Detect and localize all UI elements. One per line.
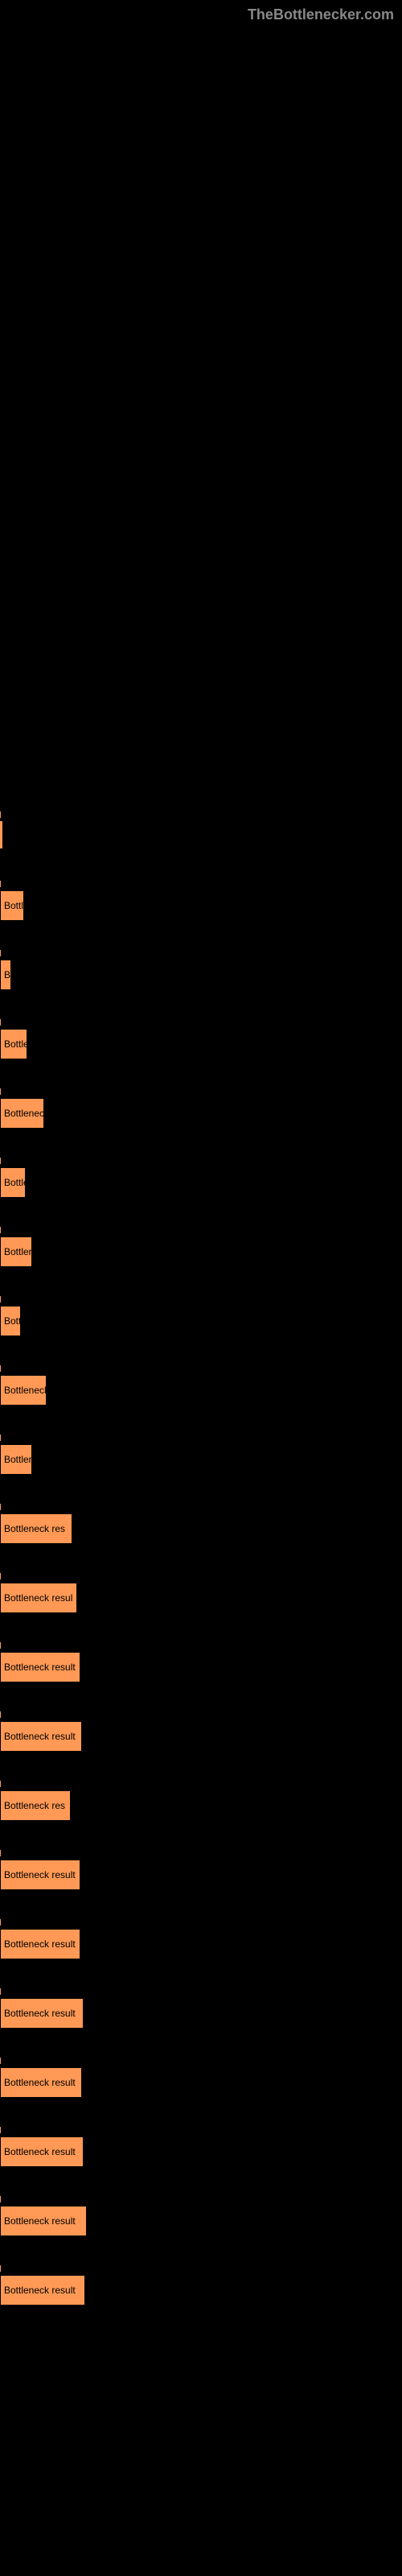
bar-row: Bottleneck result [0,1929,402,1959]
bar-row: Bottleneck res [0,1790,402,1821]
tick-mark [0,2196,1,2202]
chart-bar: Bottlen [0,1029,27,1059]
chart-bar [0,821,2,848]
bar-label: Bottle [4,900,24,911]
bar-label: Bottleneck resul [4,1592,72,1604]
bar-row: Bottlene [0,1444,402,1475]
bar-row: Bottleneck result [0,2067,402,2098]
bar-row: Bottle [0,890,402,921]
tick-mark [0,1988,1,1995]
bar-row: Bottleneck res [0,1513,402,1544]
chart-bar: Bottleneck result [0,1721,82,1752]
bar-label: Bottlene [4,1246,32,1257]
tick-mark [0,1711,1,1718]
bar-label: B [4,969,10,980]
bar-row: Bottl [0,1306,402,1336]
chart-bar: Bottlene [0,1236,32,1267]
bar-label: Bottleneck result [4,1869,76,1880]
tick-mark [0,1850,1,1856]
bar-label: Bottleneck result [4,1731,76,1742]
chart-bar: Bottleneck result [0,2206,87,2236]
bar-row: Bottleneck result [0,2206,402,2236]
tick-mark [0,1019,1,1026]
bar-row: Bottleneck result [0,1998,402,2029]
tick-mark [0,1781,1,1787]
tick-mark [0,2127,1,2133]
bar-label: Bottlen [4,1177,26,1188]
tick-mark [0,1296,1,1302]
bar-label: Bottl [4,1315,21,1327]
bar-row: Bottlen [0,1029,402,1059]
bar-label: Bottleneck result [4,2146,76,2157]
chart-bar: Bottlene [0,1444,32,1475]
tick-mark [0,811,1,818]
tick-mark [0,950,1,956]
bar-label: Bottleneck result [4,2285,76,2296]
bar-row: Bottleneck result [0,1860,402,1890]
tick-mark [0,1365,1,1372]
chart-bar: Bottleneck res [0,1790,71,1821]
chart-bar: Bottleneck result [0,2275,85,2306]
bar-row: Bottleneck resul [0,1583,402,1613]
tick-mark [0,1504,1,1510]
tick-mark [0,1642,1,1649]
chart-bar: Bottleneck result [0,2067,82,2098]
chart-bar: Bottleneck result [0,1860,80,1890]
tick-mark [0,1227,1,1233]
bar-label: Bottleneck result [4,2215,76,2227]
tick-mark [0,1435,1,1441]
chart-bar: Bottleneck result [0,1998,84,2029]
tick-mark [0,1088,1,1095]
tick-mark [0,881,1,887]
chart-bar: Bottlen [0,1167,26,1198]
tick-mark [0,1573,1,1579]
tick-mark [0,1919,1,1926]
tick-mark [0,1158,1,1164]
bar-row: Bottleneck [0,1098,402,1129]
chart-bar: Bottl [0,1306,21,1336]
bar-label: Bottlen [4,1038,27,1050]
chart-bar: Bottleneck result [0,1929,80,1959]
bar-row: Bottleneck result [0,1721,402,1752]
bar-label: Bottleneck result [4,2077,76,2088]
chart-bar: Bottleneck res [0,1513,72,1544]
bar-label: Bottleneck result [4,2008,76,2019]
chart-bar: Bottle [0,890,24,921]
chart-bar: Bottleneck [0,1098,44,1129]
chart-bar: Bottleneck result [0,1652,80,1682]
bar-label: Bottleneck result [4,1662,76,1673]
chart-bar: B [0,960,11,990]
bar-label: Bottlene [4,1454,32,1465]
bar-label: Bottleneck result [4,1938,76,1950]
bar-label: Bottleneck res [4,1800,65,1811]
chart-bar: Bottleneck result [0,2136,84,2167]
watermark-text: TheBottlenecker.com [248,6,394,23]
bar-label: Bottleneck [4,1108,44,1119]
bar-label: Bottleneck res [4,1523,65,1534]
chart-bar: Bottleneck [0,1375,47,1406]
bar-row: B [0,960,402,990]
bar-row: Bottlen [0,1167,402,1198]
bar-chart: Bottle B Bottlen Bottleneck Bottlen Bottlene B… [0,0,402,2306]
bar-row: Bottleneck result [0,1652,402,1682]
bar-row: Bottlene [0,1236,402,1267]
tick-mark [0,2058,1,2064]
bar-row: Bottleneck result [0,2275,402,2306]
bar-label: Bottleneck [4,1385,47,1396]
chart-bar: Bottleneck resul [0,1583,77,1613]
tick-mark [0,2265,1,2272]
bar-row: Bottleneck result [0,2136,402,2167]
bar-row: Bottleneck [0,1375,402,1406]
bar-row [0,821,402,852]
